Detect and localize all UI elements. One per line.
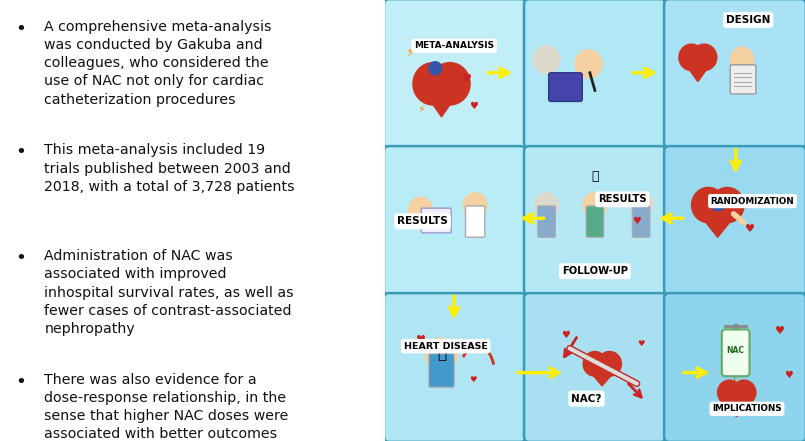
Circle shape xyxy=(679,44,704,71)
Circle shape xyxy=(535,193,559,217)
FancyBboxPatch shape xyxy=(524,293,666,441)
Polygon shape xyxy=(699,214,737,237)
FancyBboxPatch shape xyxy=(664,0,805,148)
FancyBboxPatch shape xyxy=(664,146,805,295)
Circle shape xyxy=(630,193,653,217)
FancyBboxPatch shape xyxy=(586,206,604,237)
FancyBboxPatch shape xyxy=(730,65,756,94)
Polygon shape xyxy=(425,93,458,117)
Text: NAC?: NAC? xyxy=(572,394,601,404)
Circle shape xyxy=(583,193,607,217)
Text: ♥: ♥ xyxy=(745,224,755,234)
Text: IMPLICATIONS: IMPLICATIONS xyxy=(712,404,782,413)
Circle shape xyxy=(583,351,607,376)
Text: META-ANALYSIS: META-ANALYSIS xyxy=(414,41,494,50)
FancyBboxPatch shape xyxy=(384,0,526,148)
Circle shape xyxy=(413,63,453,105)
Text: Administration of NAC was
associated with improved
inhospital survival rates, as: Administration of NAC was associated wit… xyxy=(44,249,294,336)
FancyBboxPatch shape xyxy=(538,206,555,237)
FancyBboxPatch shape xyxy=(524,146,666,295)
Circle shape xyxy=(409,197,432,222)
Polygon shape xyxy=(588,370,617,386)
FancyBboxPatch shape xyxy=(632,206,650,237)
FancyBboxPatch shape xyxy=(549,73,582,101)
Text: RESULTS: RESULTS xyxy=(397,217,448,226)
Text: NAC: NAC xyxy=(727,346,745,355)
Text: 🙂: 🙂 xyxy=(437,346,446,361)
Text: ♥: ♥ xyxy=(774,326,785,336)
Text: ♥: ♥ xyxy=(633,216,642,225)
Text: DESIGN: DESIGN xyxy=(726,15,770,25)
FancyBboxPatch shape xyxy=(722,329,749,376)
FancyBboxPatch shape xyxy=(384,293,526,441)
Text: •: • xyxy=(16,143,27,161)
FancyBboxPatch shape xyxy=(664,293,805,441)
Text: ♥: ♥ xyxy=(469,101,477,111)
Circle shape xyxy=(733,380,756,405)
Circle shape xyxy=(717,380,741,405)
FancyBboxPatch shape xyxy=(384,146,526,295)
Circle shape xyxy=(711,195,725,211)
Polygon shape xyxy=(685,64,711,82)
Text: ⚡: ⚡ xyxy=(417,105,424,115)
FancyBboxPatch shape xyxy=(465,206,485,237)
Text: ♥: ♥ xyxy=(638,340,645,348)
Text: ⚡: ⚡ xyxy=(406,46,415,60)
Text: ♥: ♥ xyxy=(784,370,793,380)
Circle shape xyxy=(711,187,744,223)
Text: •: • xyxy=(16,373,27,391)
FancyBboxPatch shape xyxy=(429,354,454,387)
Text: •: • xyxy=(16,20,27,38)
Circle shape xyxy=(426,338,457,372)
Text: ♥: ♥ xyxy=(561,330,570,340)
Text: RANDOMIZATION: RANDOMIZATION xyxy=(711,197,795,206)
Text: RESULTS: RESULTS xyxy=(598,194,646,204)
Circle shape xyxy=(575,50,602,78)
Circle shape xyxy=(691,44,716,71)
Text: ♥: ♥ xyxy=(460,344,469,353)
Text: 💡: 💡 xyxy=(591,170,599,183)
Text: HEART DISEASE: HEART DISEASE xyxy=(404,342,488,351)
Text: FOLLOW-UP: FOLLOW-UP xyxy=(562,266,628,276)
Text: This meta-analysis included 19
trials published between 2003 and
2018, with a to: This meta-analysis included 19 trials pu… xyxy=(44,143,295,194)
Text: There was also evidence for a
dose-response relationship, in the
sense that high: There was also evidence for a dose-respo… xyxy=(44,373,289,441)
Text: •: • xyxy=(16,249,27,267)
FancyBboxPatch shape xyxy=(524,0,666,148)
FancyBboxPatch shape xyxy=(421,208,451,233)
Polygon shape xyxy=(723,398,751,417)
Circle shape xyxy=(533,45,560,74)
Circle shape xyxy=(430,63,470,105)
Text: A comprehensive meta-analysis
was conducted by Gakuba and
colleagues, who consid: A comprehensive meta-analysis was conduc… xyxy=(44,20,272,107)
Text: ♥: ♥ xyxy=(415,335,426,344)
Text: ♥: ♥ xyxy=(462,75,472,84)
Circle shape xyxy=(730,47,753,72)
Circle shape xyxy=(464,193,487,217)
Circle shape xyxy=(691,187,725,223)
Circle shape xyxy=(429,62,441,75)
Text: ♥: ♥ xyxy=(469,375,477,384)
Circle shape xyxy=(598,351,621,376)
